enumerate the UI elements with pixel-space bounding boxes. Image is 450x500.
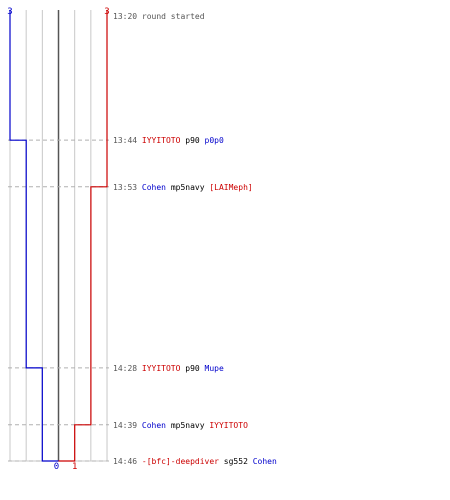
blue-start-score: 3 [7, 7, 12, 17]
event-segment: Mupe [200, 364, 224, 373]
score-labels: 3 3 0 1 [7, 7, 109, 472]
event-segment: mp5navy [166, 421, 205, 430]
event-label: 13:53 Cohen mp5navy [LAIMeph] [113, 183, 253, 192]
event-label: 14:39 Cohen mp5navy IYYITOTO [113, 421, 248, 430]
event-label: 14:28 IYYITOTO p90 Mupe [113, 364, 224, 373]
event-time: 14:28 [113, 364, 137, 373]
event-time: 13:20 [113, 12, 137, 21]
event-segment: p90 [180, 136, 199, 145]
event-segment: p0p0 [200, 136, 224, 145]
event-time: 13:53 [113, 183, 137, 192]
event-segment: IYYITOTO [137, 136, 181, 145]
event-segment: IYYITOTO [205, 421, 249, 430]
event-segment: [LAIMeph] [205, 183, 253, 192]
event-time: 14:46 [113, 457, 137, 466]
event-label: 13:44 IYYITOTO p90 p0p0 [113, 136, 224, 145]
event-time: 14:39 [113, 421, 137, 430]
event-segment: round started [137, 12, 205, 21]
event-time: 13:44 [113, 136, 137, 145]
event-segment: mp5navy [166, 183, 205, 192]
event-segment: Cohen [137, 421, 166, 430]
event-segment: sg552 [219, 457, 248, 466]
red-team-line [58, 10, 108, 462]
event-segment: p90 [180, 364, 199, 373]
event-segment: Cohen [248, 457, 277, 466]
grid [9, 10, 108, 462]
event-segment: IYYITOTO [137, 364, 181, 373]
event-segment: -[bfc]-deepdiver [137, 457, 219, 466]
event-segment: Cohen [137, 183, 166, 192]
event-label: 14:46 -[bfc]-deepdiver sg552 Cohen [113, 457, 277, 466]
event-log: 13:20 round started 13:44 IYYITOTO p90 p0… [113, 12, 277, 466]
red-start-score: 3 [104, 7, 109, 17]
red-end-score: 1 [72, 462, 77, 472]
score-lines [9, 10, 108, 462]
blue-end-score: 0 [54, 462, 59, 472]
blue-team-line [9, 10, 59, 462]
event-label: 13:20 round started [113, 12, 205, 21]
